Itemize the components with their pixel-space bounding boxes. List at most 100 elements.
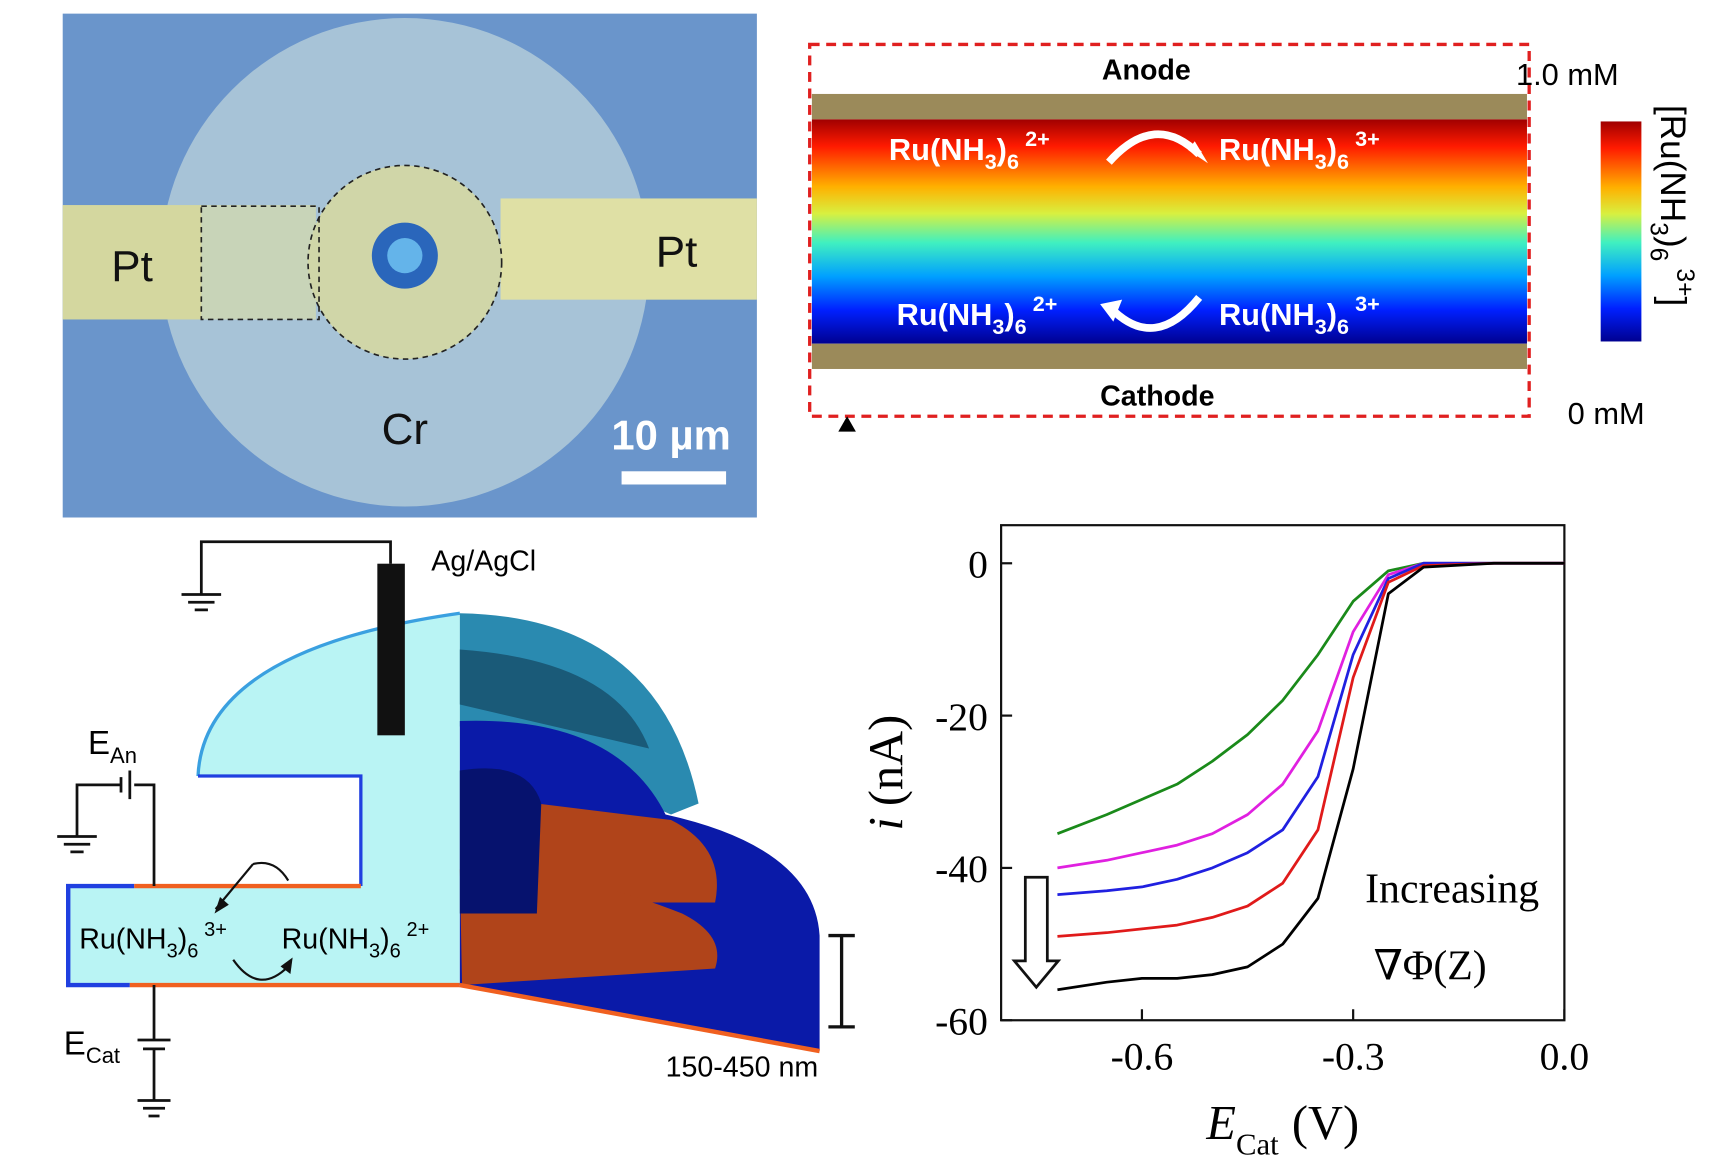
anode-3d xyxy=(536,803,717,903)
text-part: ] xyxy=(1654,297,1693,307)
arrowhead xyxy=(1188,141,1208,164)
arrow xyxy=(1108,295,1203,332)
gradient xyxy=(811,119,1527,344)
x-tick-label: 0.0 xyxy=(1540,1035,1590,1079)
text-part: 3+ xyxy=(1355,291,1380,316)
colorbar-title: [Ru(NH3)6 3+] xyxy=(1645,105,1698,306)
arrowhead xyxy=(280,957,293,975)
frame xyxy=(808,42,1531,418)
text-part: 3 xyxy=(985,149,997,174)
text-part: 3+ xyxy=(204,919,227,941)
text-part: 3 xyxy=(992,314,1004,339)
scale-bar xyxy=(621,471,727,485)
label: Pt xyxy=(656,228,698,277)
label: Ag/AgCl xyxy=(431,545,536,577)
annotation: Increasing xyxy=(1365,867,1539,913)
text-part: [ xyxy=(1653,105,1692,115)
potential: ECat xyxy=(64,1024,120,1068)
x-tick-label: -0.6 xyxy=(1111,1035,1174,1079)
outline xyxy=(66,883,135,988)
x-tick-label: -0.3 xyxy=(1322,1035,1385,1079)
y-tick-label: -40 xyxy=(935,847,988,891)
text-part: Cat xyxy=(1236,1127,1279,1161)
text-part: 3+ xyxy=(1355,126,1380,151)
text-part: 2+ xyxy=(1033,291,1058,316)
dashed-box xyxy=(200,205,320,321)
text-part: (V) xyxy=(1292,1097,1359,1150)
formula: Ru(NH3)63+ xyxy=(1219,291,1380,339)
cathode-plate xyxy=(811,343,1527,369)
text-part: Ru(NH xyxy=(897,297,993,332)
arrowhead xyxy=(214,897,229,914)
colorbar-max: 1.0 mM xyxy=(1516,57,1619,92)
label: Cr xyxy=(382,405,428,454)
edge xyxy=(459,982,820,1054)
text-part: Ru(NH xyxy=(1653,115,1692,223)
text-part: ) xyxy=(1327,297,1337,332)
label: Anode xyxy=(1102,55,1191,87)
text-part: Ru(NH xyxy=(889,132,985,167)
arrow xyxy=(1106,130,1202,165)
text-part: 6 xyxy=(1337,149,1349,174)
schematic: Ag/AgCl 150-450 nm Ru(NH3) 6 3+ Ru(NH3)62+ E… xyxy=(57,540,855,1118)
x-axis-label: ECat (V) xyxy=(1205,1097,1359,1161)
ground-wire xyxy=(181,540,392,612)
outline xyxy=(198,774,363,887)
arrowhead xyxy=(1100,299,1123,322)
pt-strip xyxy=(500,198,757,300)
text-part: 6 xyxy=(187,940,198,962)
cavity xyxy=(459,768,542,914)
text-part: (nA) xyxy=(860,715,913,806)
text-part: E xyxy=(64,1024,86,1061)
text-part: ) xyxy=(1327,132,1337,167)
text-part: 6 xyxy=(1007,149,1019,174)
text-part: 3 xyxy=(1315,149,1327,174)
y-tick-label: 0 xyxy=(968,543,988,587)
text-part: 6 xyxy=(1337,314,1349,339)
potential: EAn xyxy=(88,724,137,768)
gap-bar xyxy=(828,933,855,1029)
text-part: 6 xyxy=(1015,314,1027,339)
label: 150-450 nm xyxy=(666,1051,819,1083)
marker xyxy=(838,416,856,432)
text-part: E xyxy=(88,724,110,761)
text-part: 3+ xyxy=(1671,268,1698,296)
text-part: ) xyxy=(997,132,1007,167)
text-part: 2+ xyxy=(1025,126,1050,151)
formula: Ru(NH3)6 2+ xyxy=(282,919,430,962)
reference-electrode xyxy=(377,563,405,736)
text-part: 3 xyxy=(1645,222,1672,236)
y-tick-label: -60 xyxy=(935,1000,988,1044)
micrograph: Pt Pt Cr 10 µm xyxy=(62,13,757,518)
formula: Ru(NH3)63+ xyxy=(79,919,227,962)
text-part: ) xyxy=(1653,236,1692,248)
plot-frame xyxy=(1000,524,1566,1022)
text-part: Ru(NH xyxy=(79,924,166,956)
text-part: 2+ xyxy=(407,919,430,941)
concentration-map: Anode Cathode 1.0 mM 0 mM Ru(NH3)62+ Ru(N… xyxy=(808,42,1698,432)
colorbar-min: 0 mM xyxy=(1568,396,1645,431)
y-tick-label: -20 xyxy=(935,695,988,739)
arrow xyxy=(232,959,290,981)
electrolyte xyxy=(68,613,460,986)
text-part: ) xyxy=(1004,297,1014,332)
scale-label: 10 µm xyxy=(611,411,730,458)
label: Pt xyxy=(111,242,153,291)
annotation: ∇Φ(Z) xyxy=(1374,944,1487,990)
cv-chart: Increasing ∇Φ(Z) 0 -20 -40 -60 -0.6 -0.3 0.0 EC… xyxy=(860,524,1590,1161)
y-axis-label: i (nA) xyxy=(860,715,913,831)
anode-plate xyxy=(811,93,1527,120)
series-line xyxy=(1056,561,1565,835)
cathode-circuit xyxy=(137,985,171,1118)
text-part: ) xyxy=(380,924,390,956)
text-part: 3 xyxy=(167,940,178,962)
text-part: 6 xyxy=(1645,248,1672,262)
series-line xyxy=(1057,561,1565,992)
text-part: 3 xyxy=(1315,314,1327,339)
series-line xyxy=(1057,561,1565,896)
trend-arrow xyxy=(1011,875,1062,990)
text-part: i xyxy=(860,817,913,830)
anode-circuit xyxy=(57,770,156,887)
